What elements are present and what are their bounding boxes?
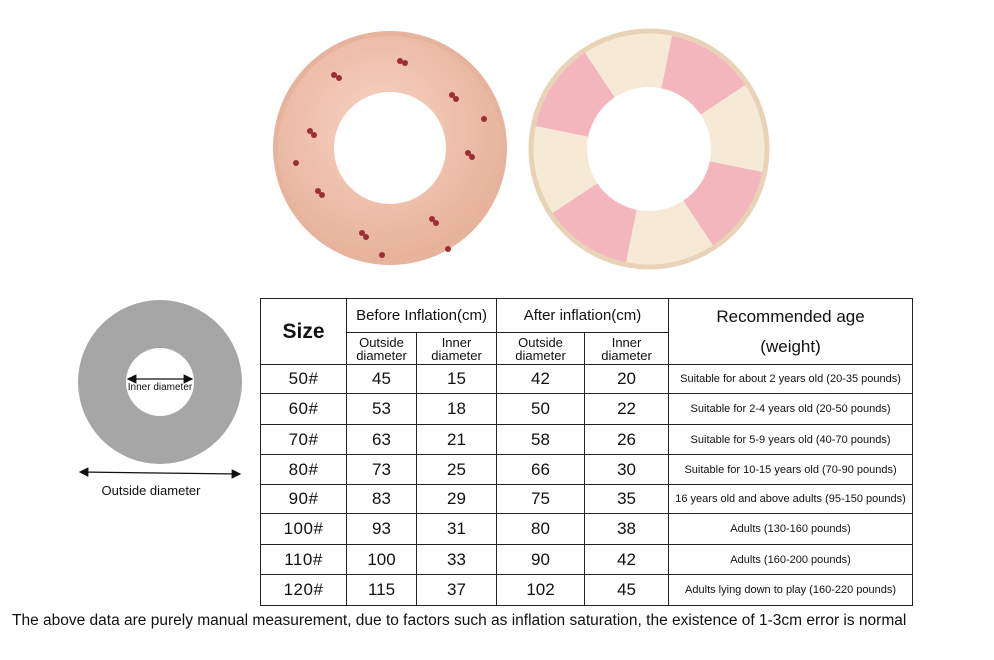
- before-outside-cell: 93: [346, 513, 417, 545]
- table-row: 110# 100 33 90 42 Adults (160-200 pounds): [260, 543, 914, 576]
- before-inner-cell: 37: [415, 574, 498, 606]
- size-chart-table: Size Before Inflation(cm) After inflatio…: [260, 298, 914, 606]
- after-inflation-header: After inflation(cm): [496, 298, 670, 333]
- recommended-age-cell: Suitable for 2-4 years old (20-50 pounds…: [668, 393, 914, 425]
- after-outside-cell: 66: [496, 454, 586, 485]
- outside-diameter-label: Outside diameter: [101, 483, 201, 498]
- cherry-pattern: [293, 58, 487, 258]
- recommended-age-header-line2: (weight): [760, 336, 821, 356]
- after-outside-cell: 102: [496, 574, 586, 606]
- recommended-age-cell: Suitable for 5-9 years old (40-70 pounds…: [668, 423, 914, 456]
- before-inner-cell: 15: [415, 363, 498, 395]
- after-outside-cell: 75: [496, 483, 586, 515]
- after-inner-cell: 35: [584, 483, 670, 515]
- recommended-age-cell: Adults (160-200 pounds): [668, 543, 914, 576]
- size-cell: 70#: [260, 423, 347, 456]
- before-inner-cell: 18: [415, 393, 498, 425]
- after-outside-cell: 58: [496, 423, 586, 456]
- before-outside-cell: 83: [346, 483, 417, 515]
- recommended-age-cell: Adults lying down to play (160-220 pound…: [668, 574, 914, 606]
- size-cell: 60#: [260, 393, 347, 425]
- table-row: 70# 63 21 58 26 Suitable for 5-9 years old (4…: [260, 423, 914, 456]
- size-table-body: 50# 45 15 42 20 Suitable for about 2 years ol…: [260, 363, 914, 606]
- table-row: 120# 115 37 102 45 Adults lying down to play …: [260, 574, 914, 606]
- table-row: 90# 83 29 75 35 16 years old and above adults…: [260, 483, 914, 515]
- before-inner-diameter-header: Inner diameter: [415, 332, 498, 365]
- outside-diameter-arrow: [78, 467, 242, 479]
- inner-diameter-label: Inner diameter: [127, 382, 193, 393]
- before-inner-cell: 31: [415, 513, 498, 545]
- peach-cherry-swim-ring-image: [273, 31, 507, 265]
- recommended-age-cell: 16 years old and above adults (95-150 po…: [668, 483, 914, 515]
- after-inner-diameter-header: Inner diameter: [584, 332, 670, 365]
- before-outside-diameter-header: Outside diameter: [346, 332, 417, 365]
- after-outside-diameter-header: Outside diameter: [496, 332, 586, 365]
- recommended-age-header-line1: Recommended age: [716, 306, 865, 326]
- after-inner-cell: 38: [584, 513, 670, 545]
- before-inner-cell: 21: [415, 423, 498, 456]
- size-cell: 100#: [260, 513, 347, 545]
- after-inner-cell: 20: [584, 363, 670, 395]
- size-cell: 120#: [260, 574, 347, 606]
- before-outside-cell: 115: [346, 574, 417, 606]
- size-cell: 50#: [260, 363, 347, 395]
- before-outside-cell: 73: [346, 454, 417, 485]
- table-row: 50# 45 15 42 20 Suitable for about 2 years ol…: [260, 363, 914, 395]
- before-inner-cell: 29: [415, 483, 498, 515]
- table-row: 80# 73 25 66 30 Suitable for 10-15 years old …: [260, 454, 914, 485]
- measurement-disclaimer: The above data are purely manual measure…: [12, 612, 907, 629]
- recommended-age-cell: Suitable for 10-15 years old (70-90 poun…: [668, 454, 914, 485]
- after-outside-cell: 42: [496, 363, 586, 395]
- after-inner-cell: 22: [584, 393, 670, 425]
- before-outside-cell: 45: [346, 363, 417, 395]
- size-cell: 90#: [260, 483, 347, 515]
- after-inner-cell: 30: [584, 454, 670, 485]
- table-row: 60# 53 18 50 22 Suitable for 2-4 years old (2…: [260, 393, 914, 425]
- after-outside-cell: 80: [496, 513, 586, 545]
- recommended-age-cell: Adults (130-160 pounds): [668, 513, 914, 545]
- before-outside-cell: 63: [346, 423, 417, 456]
- table-row: 100# 93 31 80 38 Adults (130-160 pounds): [260, 513, 914, 545]
- before-outside-cell: 100: [346, 543, 417, 576]
- before-inner-cell: 33: [415, 543, 498, 576]
- before-inner-cell: 25: [415, 454, 498, 485]
- pink-striped-swim-ring-image: [528, 28, 770, 270]
- after-outside-cell: 50: [496, 393, 586, 425]
- after-outside-cell: 90: [496, 543, 586, 576]
- before-outside-cell: 53: [346, 393, 417, 425]
- after-inner-cell: 45: [584, 574, 670, 606]
- after-inner-cell: 42: [584, 543, 670, 576]
- before-inflation-header: Before Inflation(cm): [345, 298, 498, 333]
- size-column-header: Size: [260, 298, 347, 365]
- ring-diameter-diagram: Inner diameter: [78, 300, 242, 479]
- size-cell: 80#: [260, 454, 347, 485]
- recommended-age-header: Recommended age (weight): [668, 298, 914, 365]
- recommended-age-cell: Suitable for about 2 years old (20-35 po…: [668, 363, 914, 395]
- size-cell: 110#: [260, 543, 347, 576]
- after-inner-cell: 26: [584, 423, 670, 456]
